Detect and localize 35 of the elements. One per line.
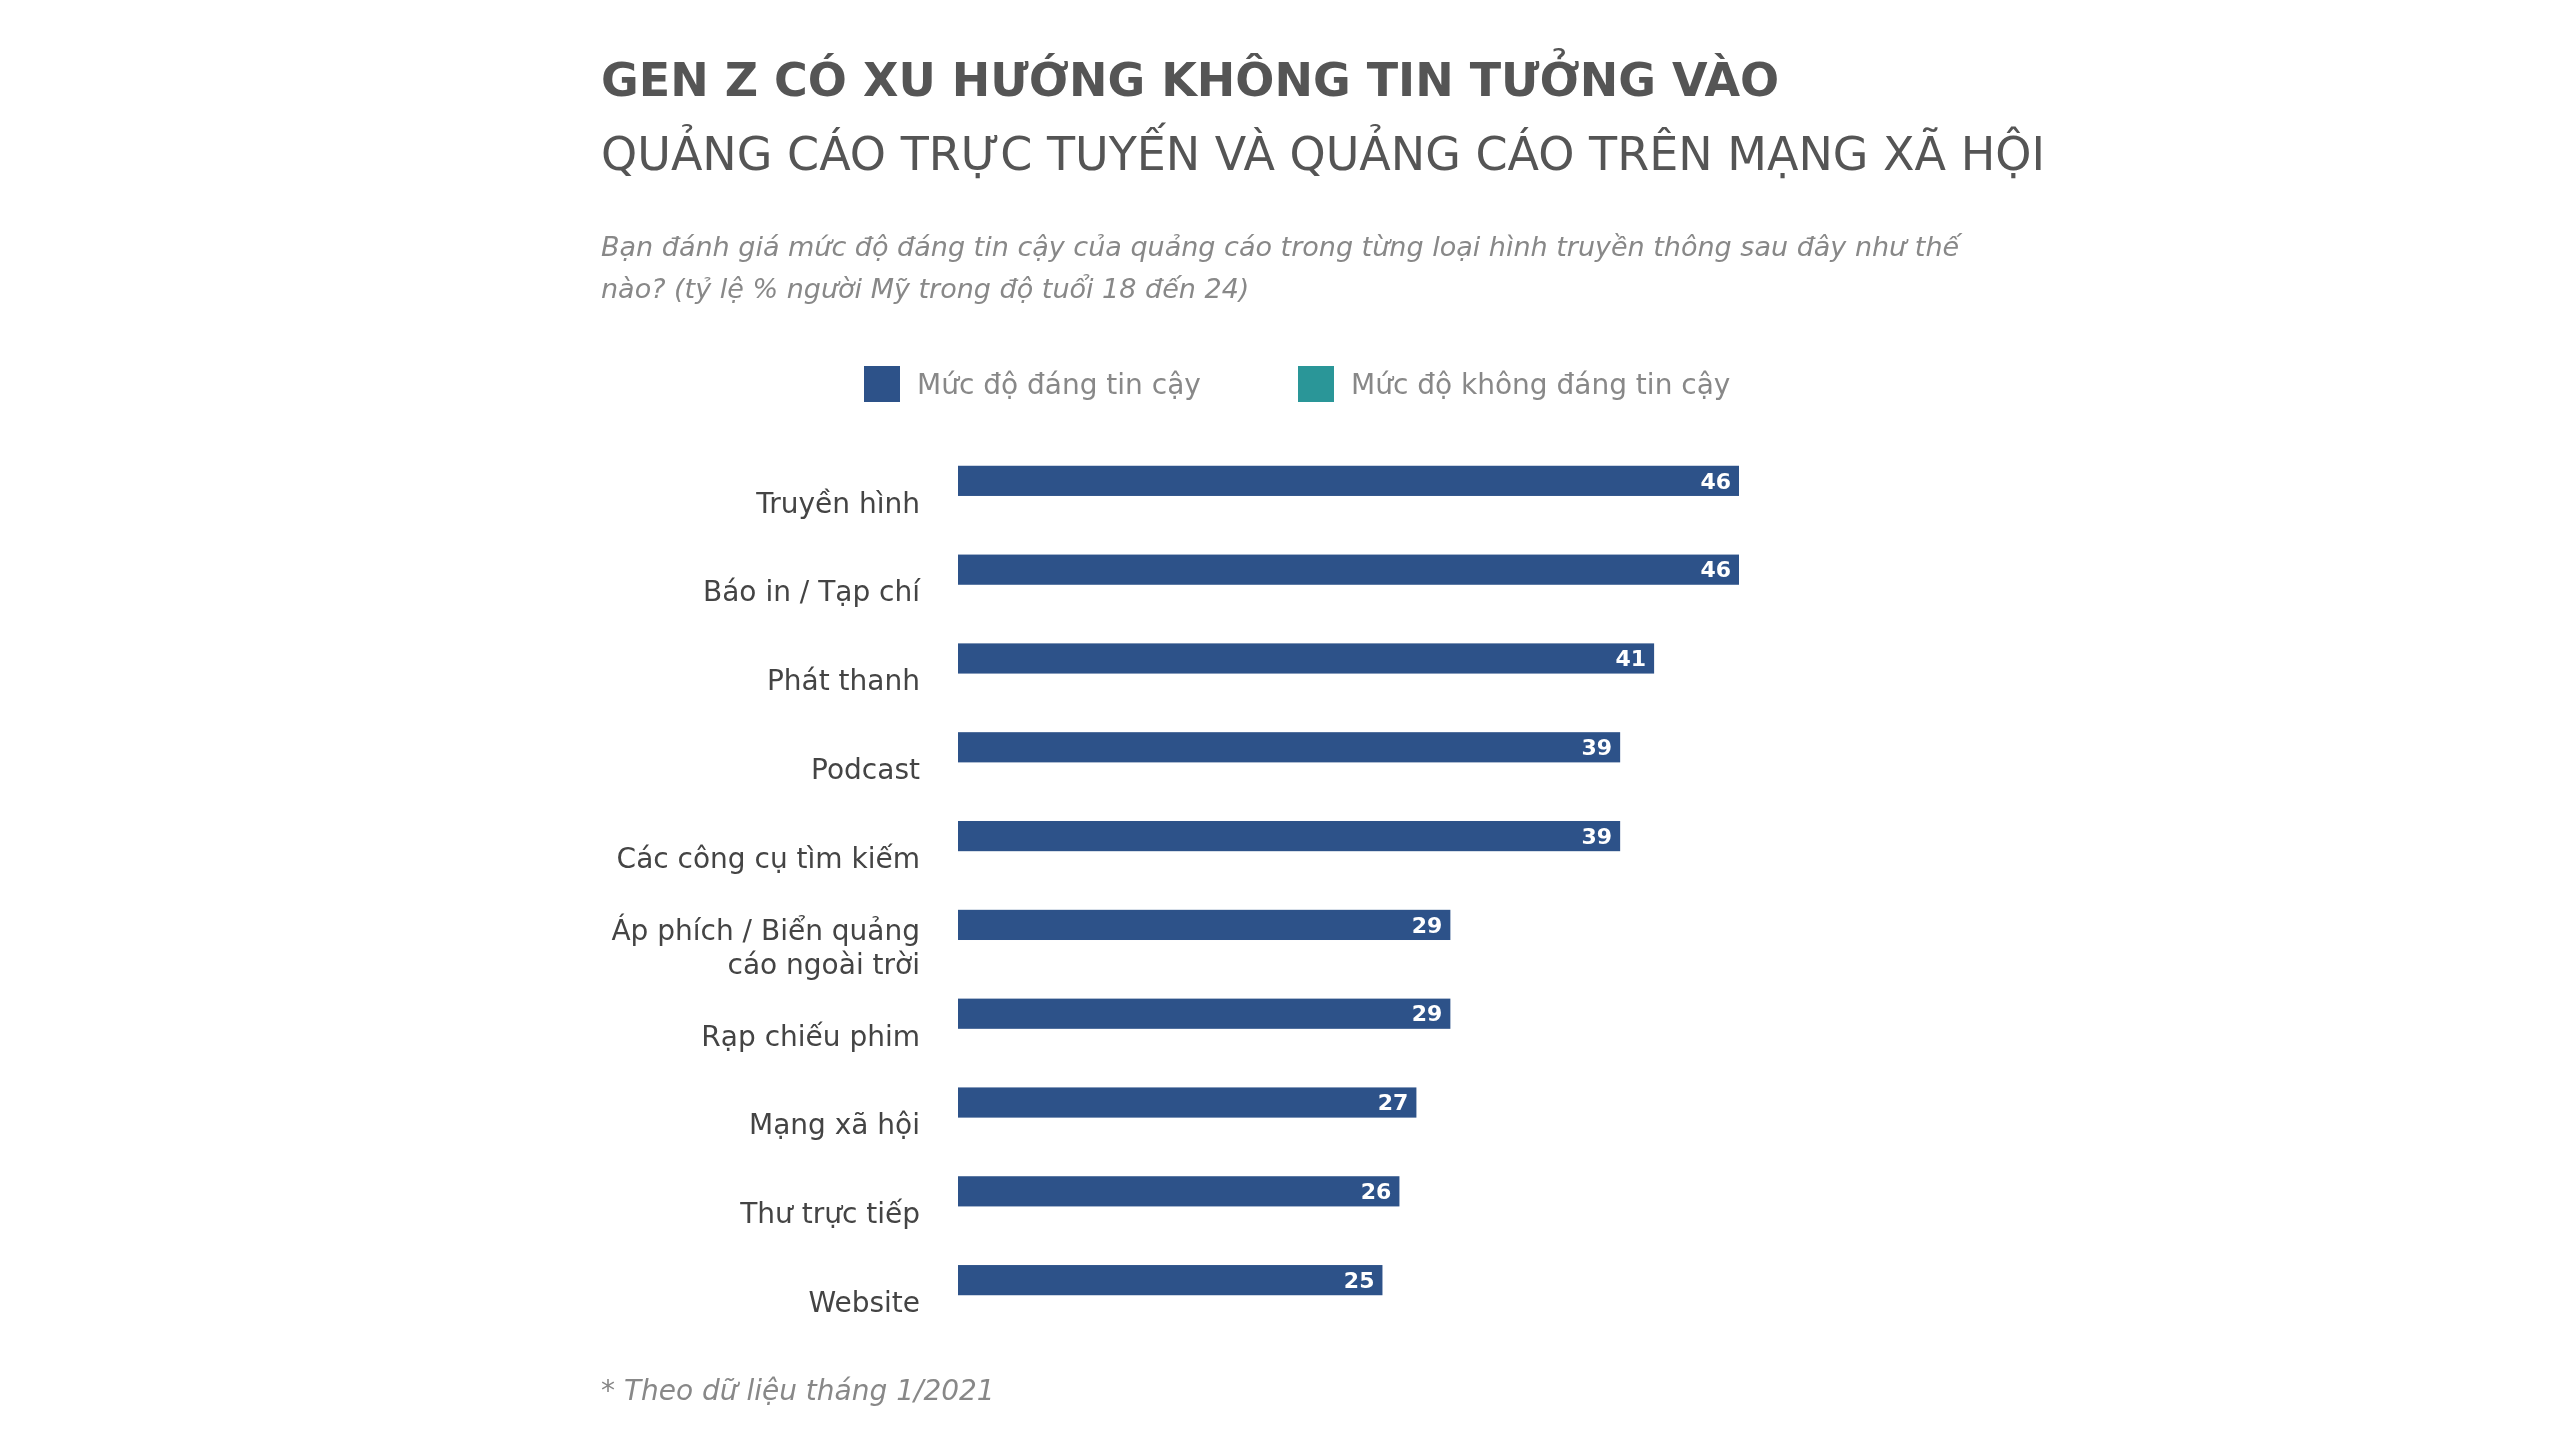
text: * Theo dữ liệu tháng 1/2021 [601, 1374, 995, 1407]
bar [958, 1265, 1383, 1296]
bar [958, 465, 1739, 496]
data-label: 46 [1700, 468, 1731, 494]
chart-title: GEN Z CÓ XU HƯỚNG KHÔNG TIN TƯỞNG VÀO QUẢNG CÁO TRỰC TUYẾN VÀ QUẢNG CÁO TRÊN MẠNG XÃ HỘI [601, 48, 2046, 181]
data-label: 39 [1581, 823, 1613, 849]
data-label: 41 [1615, 646, 1647, 672]
legend-label: Mức độ đáng tin cậy [917, 367, 1201, 401]
data-label: 39 [1581, 734, 1613, 760]
y-tick-label: Áp phích / Biển quảng cáo ngoài trời [611, 912, 920, 981]
data-label: 29 [1411, 912, 1443, 938]
data-label: 25 [1343, 1267, 1375, 1293]
bar [958, 998, 1451, 1029]
y-tick-label: Website [808, 1285, 920, 1319]
bar [958, 732, 1621, 763]
y-tick-label: Mạng xã hội [748, 1108, 920, 1142]
data-label: 46 [1700, 557, 1731, 583]
data-label: 26 [1360, 1179, 1392, 1205]
y-tick-label: Báo in / Tạp chí [702, 575, 922, 609]
y-tick-label: Phát thanh [766, 664, 920, 698]
y-tick-label: Các công cụ tìm kiếm [616, 841, 920, 875]
bar [958, 1087, 1417, 1118]
y-tick-label: Thư trực tiếp [739, 1197, 920, 1231]
chart-subtitle: Bạn đánh giá mức độ đáng tin cậy của quảng cáo trong từng loại hình truyền thông sau đây như thế nào? (tỷ lệ % người Mỹ trong độ tuổi 18 đến 24) [601, 231, 1963, 304]
bar [958, 643, 1655, 674]
bar [958, 554, 1739, 585]
bar [958, 909, 1451, 940]
bar [958, 821, 1621, 852]
y-tick-label: Rạp chiếu phim [701, 1019, 920, 1053]
y-tick-label: Truyền hình [755, 486, 920, 520]
data-label: 29 [1411, 1001, 1443, 1027]
legend-label: Mức độ không đáng tin cậy [1351, 367, 1731, 401]
y-tick-label: Podcast [811, 753, 921, 787]
data-label: 27 [1377, 1090, 1409, 1116]
bar [958, 1176, 1400, 1207]
